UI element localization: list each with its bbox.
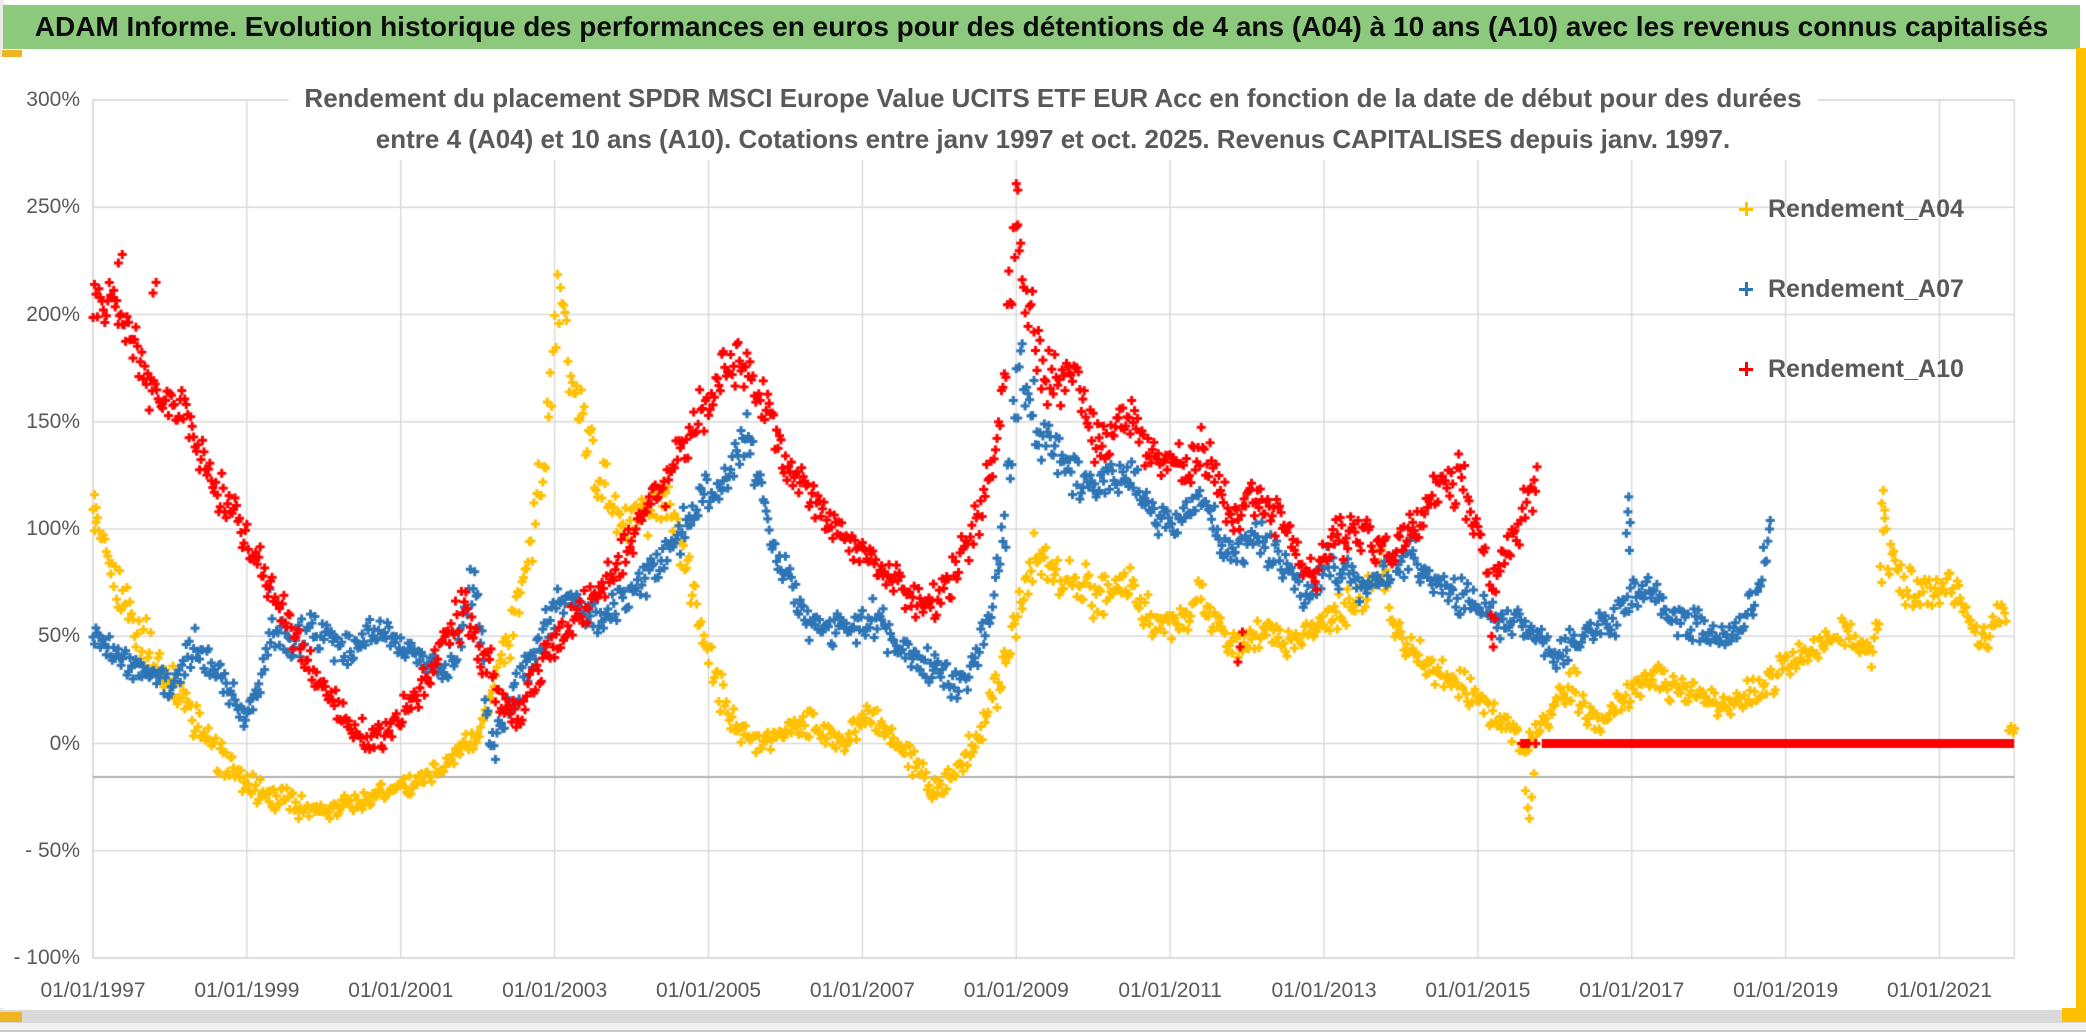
legend-item-a10: Rendement_A10 — [1738, 352, 1964, 386]
y-axis-tick-label: 200% — [26, 302, 80, 326]
plus-marker-icon — [1738, 361, 1754, 377]
legend-label-a04: Rendement_A04 — [1768, 194, 1964, 223]
x-axis-tick-label: 01/01/1999 — [194, 979, 300, 1002]
y-axis-tick-label: 250% — [26, 195, 80, 219]
x-axis-tick-label: 01/01/2005 — [655, 979, 762, 1002]
plus-marker-icon — [1738, 201, 1754, 217]
x-axis-tick-label: 01/01/2001 — [348, 979, 454, 1002]
y-axis-tick-label: 100% — [26, 517, 80, 540]
y-axis-tick-label: 150% — [26, 409, 80, 433]
legend: Rendement_A04 Rendement_A07 Rendement_A1… — [1738, 192, 1964, 432]
gold-accent-bottom-left — [0, 1012, 22, 1022]
y-axis-tick-label: - 50% — [25, 838, 80, 862]
x-axis-tick-label: 01/01/2019 — [1733, 979, 1839, 1002]
gold-accent-bottom-right — [2062, 1008, 2086, 1022]
bottom-pale-strip — [0, 1023, 2086, 1030]
y-axis-tick-label: 0% — [49, 731, 80, 755]
x-axis-tick-label: 01/01/2015 — [1425, 979, 1531, 1002]
plus-marker-icon — [1738, 281, 1754, 297]
y-axis-tick-label: 50% — [37, 624, 80, 648]
legend-item-a07: Rendement_A07 — [1738, 272, 1964, 306]
chart-title: Rendement du placement SPDR MSCI Europe … — [288, 78, 1818, 160]
bottom-strip — [0, 1010, 2086, 1023]
x-axis-tick-label: 01/01/2003 — [502, 979, 608, 1002]
legend-item-a04: Rendement_A04 — [1738, 192, 1964, 226]
x-axis-tick-label: 01/01/2017 — [1579, 979, 1685, 1002]
chart-title-line2: entre 4 (A04) et 10 ans (A10). Cotations… — [375, 124, 1731, 154]
legend-label-a07: Rendement_A07 — [1768, 274, 1964, 303]
x-axis-tick-label: 01/01/2009 — [963, 979, 1069, 1002]
y-axis-tick-label: 300% — [26, 88, 80, 111]
bottom-border-line — [0, 1030, 2086, 1032]
x-axis-tick-label: 01/01/2011 — [1118, 979, 1222, 1002]
y-axis-tick-label: - 100% — [13, 946, 80, 969]
chart-title-line1: Rendement du placement SPDR MSCI Europe … — [304, 83, 1802, 113]
x-axis-tick-label: 01/01/2013 — [1271, 979, 1377, 1002]
x-axis-tick-label: 01/01/2021 — [1886, 979, 1993, 1002]
x-axis-tick-label: 01/01/2007 — [809, 979, 915, 1002]
x-axis-tick-label: 01/01/1997 — [40, 979, 146, 1002]
legend-label-a10: Rendement_A10 — [1768, 354, 1964, 383]
